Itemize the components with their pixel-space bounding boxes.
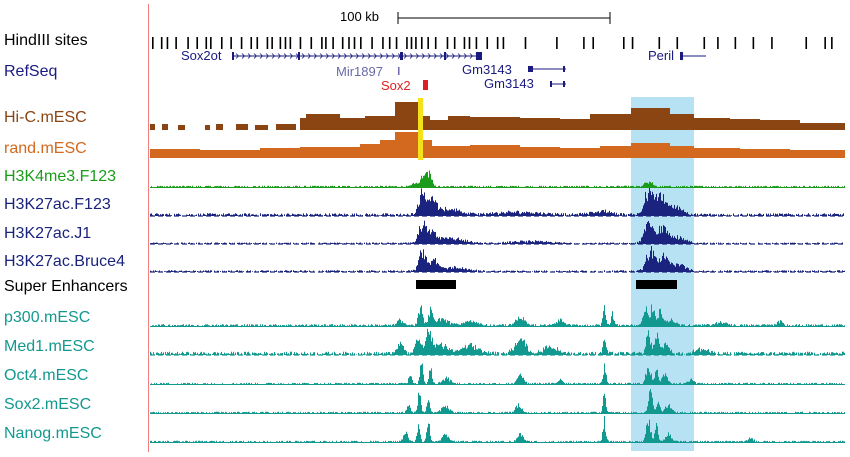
track-label-h3k27ac-bruce4: H3K27ac.Bruce4: [4, 253, 125, 270]
gene-label-peril: Peril: [648, 48, 675, 63]
p300-track: [150, 304, 845, 327]
sox2-track: [150, 389, 845, 414]
h3k27ac-f123-track: [150, 188, 844, 217]
gene-label-mir1897: Mir1897: [336, 64, 383, 79]
h3k27ac-bruce4-track: [150, 246, 845, 273]
hic-track: [150, 102, 845, 130]
track-label-h3k27ac-j1: H3K27ac.J1: [4, 225, 92, 242]
h3k27ac-j1-track: [150, 220, 843, 245]
nanog-track: [150, 416, 845, 443]
track-label-refseq: RefSeq: [4, 63, 58, 80]
track-label-super-enhancers: Super Enhancers: [4, 278, 128, 295]
track-label-p300: p300.mESC: [4, 309, 91, 326]
scale-bar: [397, 12, 611, 24]
gene-label-gm3143-a: Gm3143: [462, 62, 512, 77]
sox2-locus-marker: [418, 98, 423, 160]
track-label-rand: rand.mESC: [4, 140, 87, 157]
track-label-h3k4me3: H3K4me3.F123: [4, 168, 117, 185]
rand-track: [150, 132, 845, 158]
track-label-hic: Hi-C.mESC: [4, 109, 87, 126]
track-label-nanog: Nanog.mESC: [4, 425, 102, 442]
h3k4me3-track: [150, 170, 845, 188]
refseq-track: [232, 52, 706, 90]
oct4-track: [150, 363, 845, 385]
super-enhancers-track: [416, 280, 677, 289]
med1-track: [150, 328, 845, 356]
track-label-med1: Med1.mESC: [4, 338, 95, 355]
gene-label-sox2: Sox2: [381, 78, 411, 93]
scale-bar-label: 100 kb: [340, 9, 380, 24]
track-label-oct4: Oct4.mESC: [4, 367, 89, 384]
gene-label-gm3143-b: Gm3143: [484, 76, 534, 91]
track-label-sox2: Sox2.mESC: [4, 396, 92, 413]
track-label-hindiii: HindIII sites: [4, 32, 88, 49]
track-label-h3k27ac-f123: H3K27ac.F123: [4, 196, 111, 213]
gene-label-sox2ot: Sox2ot: [181, 48, 222, 63]
hindiii-sites-track: [152, 37, 833, 49]
